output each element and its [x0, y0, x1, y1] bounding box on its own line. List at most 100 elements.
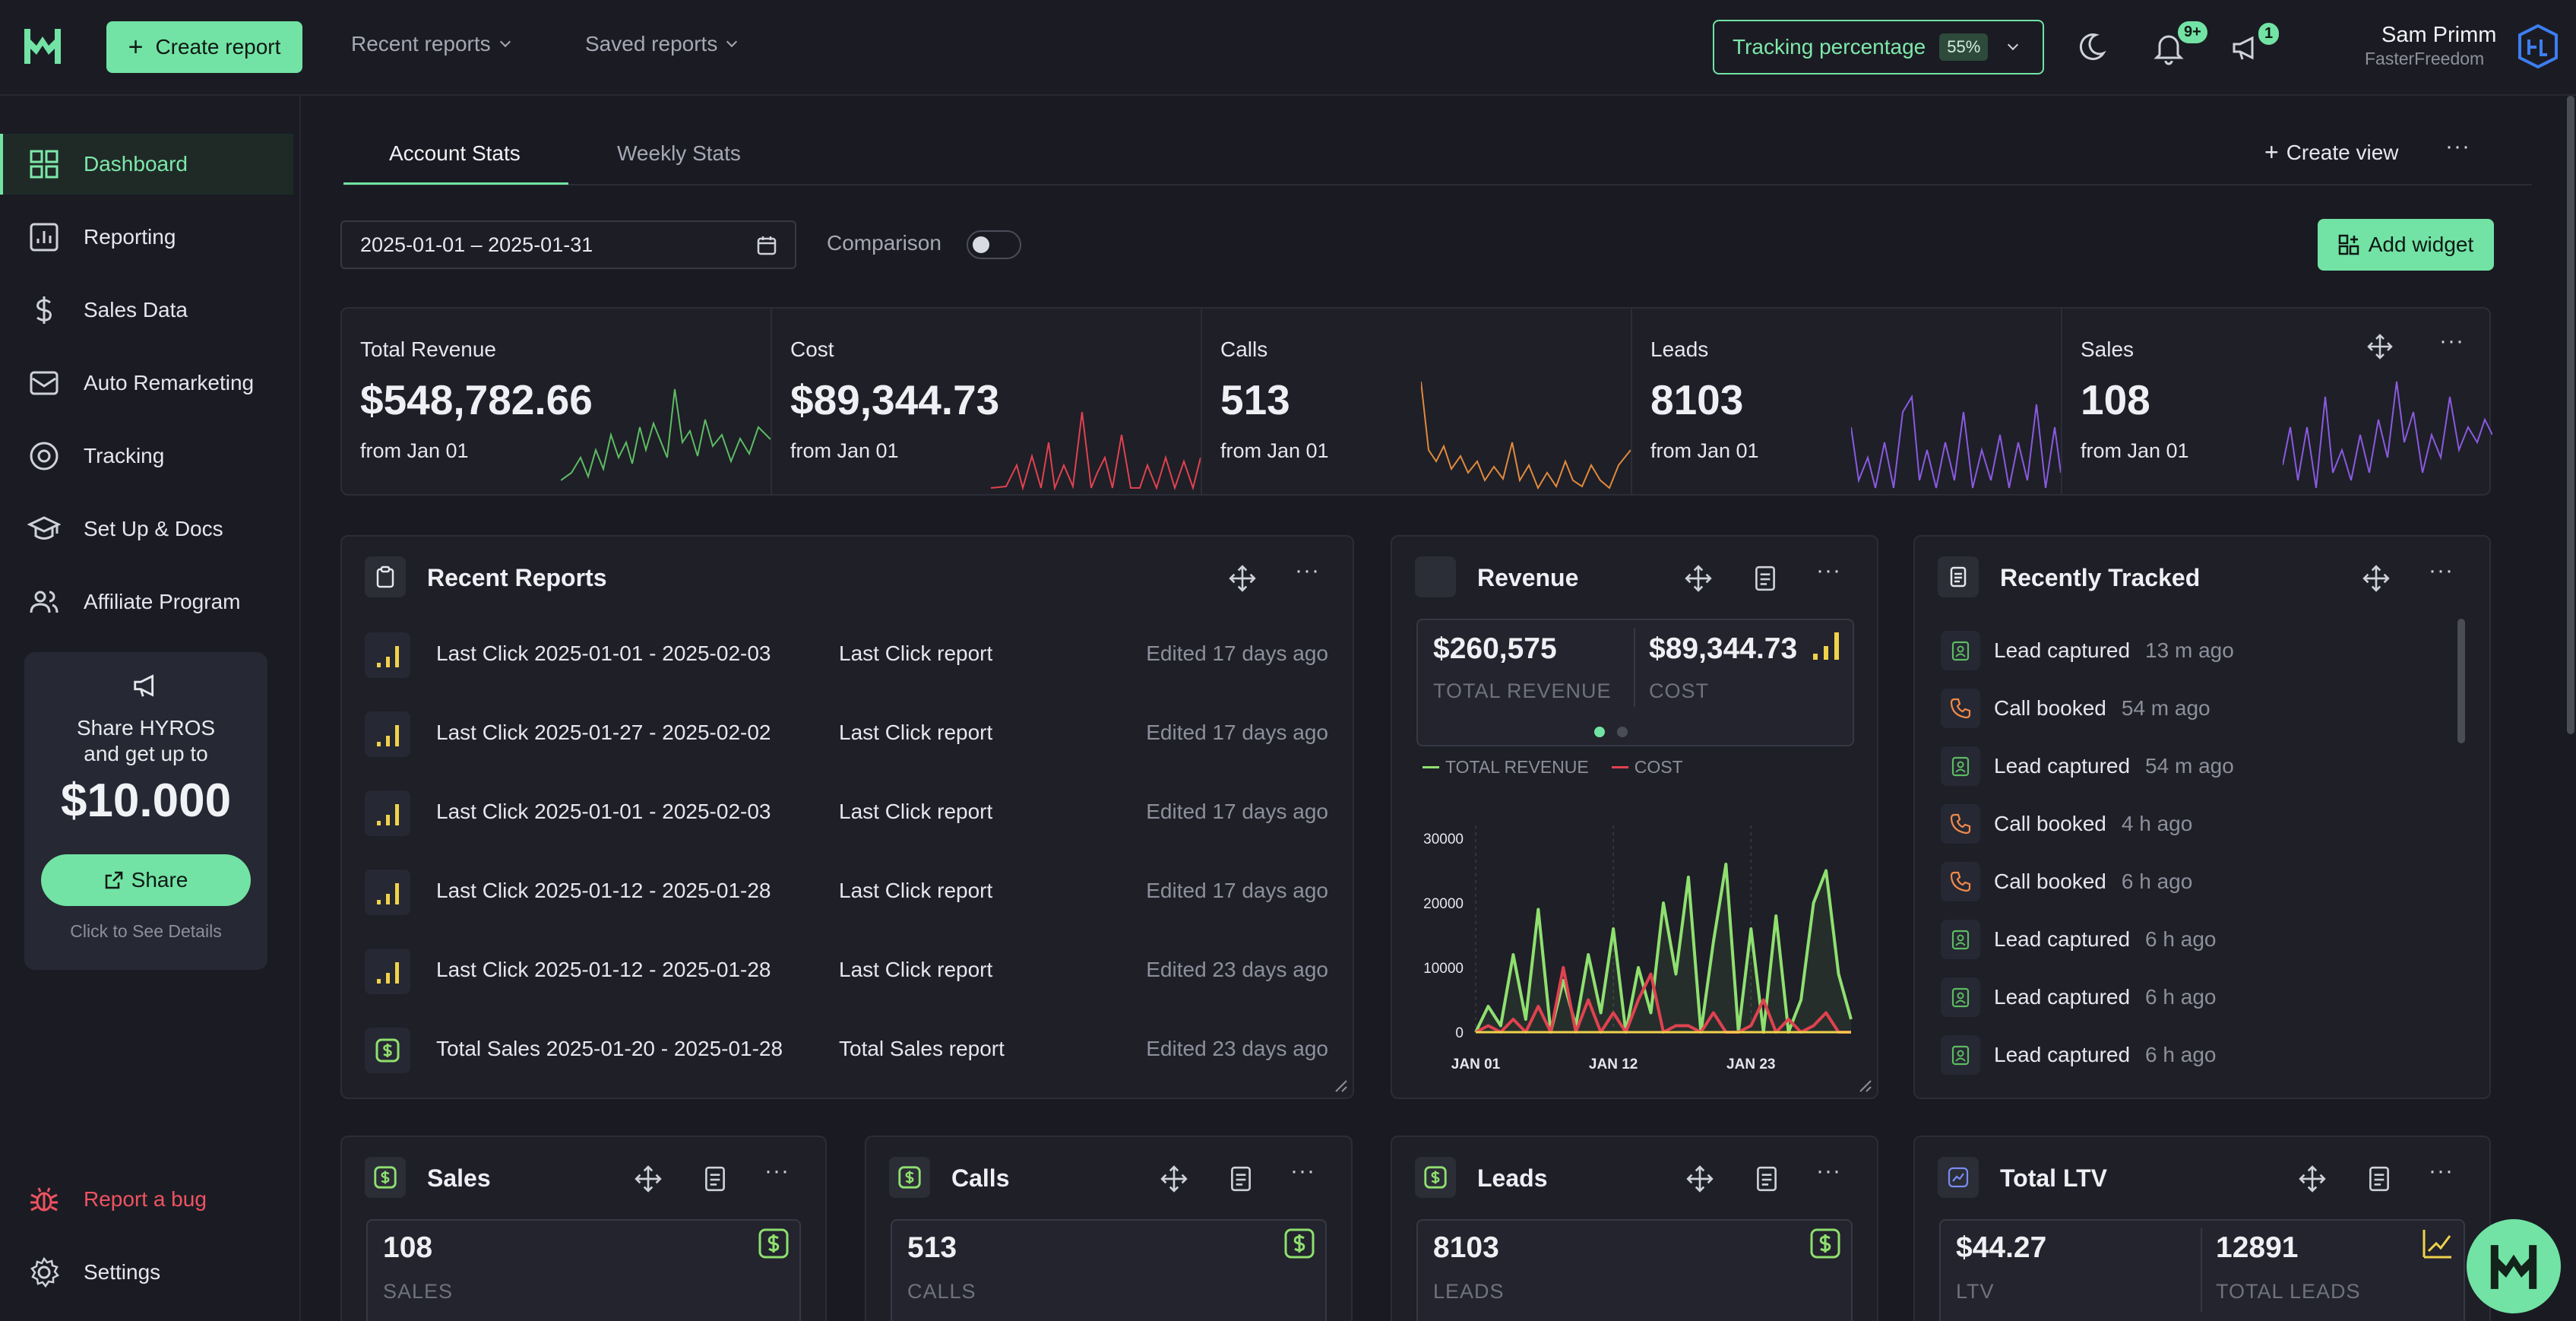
more-options-icon[interactable]: ··· — [2445, 134, 2470, 159]
create-report-button[interactable]: + Create report — [106, 21, 302, 73]
chevron-down-icon — [726, 36, 738, 48]
report-row[interactable]: Last Click 2025-01-01 - 2025-02-03 Last C… — [365, 777, 1345, 845]
more-options-icon[interactable]: ··· — [1816, 1158, 1841, 1183]
more-options-icon[interactable]: ··· — [2429, 558, 2454, 583]
widget-metric-box[interactable]: 513 CALLS — [891, 1219, 1327, 1321]
report-name: Last Click 2025-01-01 - 2025-02-03 — [436, 800, 771, 823]
add-widget-button[interactable]: Add widget — [2318, 219, 2494, 271]
sidebar-item-setup-docs[interactable]: Set Up & Docs — [0, 499, 293, 559]
share-button[interactable]: Share — [41, 854, 251, 906]
move-icon[interactable] — [634, 1164, 663, 1193]
hyros-assistant-button[interactable] — [2467, 1219, 2561, 1313]
legend-label: COST — [1634, 757, 1683, 777]
more-options-icon[interactable]: ··· — [2439, 328, 2464, 353]
page-scrollbar[interactable] — [2567, 96, 2574, 734]
tab-account-stats[interactable]: Account Stats — [389, 141, 521, 165]
tracked-event-row[interactable]: Call booked 6 h ago — [1941, 853, 2192, 911]
cost-value: $89,344.73 — [1649, 632, 1798, 665]
stat-from: from Jan 01 — [2081, 439, 2189, 462]
report-document-icon[interactable] — [1752, 1164, 1781, 1193]
tracked-event-row[interactable]: Call booked 4 h ago — [1941, 795, 2192, 853]
user-name[interactable]: Sam Primm — [2381, 23, 2497, 47]
report-document-icon[interactable] — [1226, 1164, 1255, 1193]
widget-title: Leads — [1477, 1164, 1548, 1192]
tracking-percentage-dropdown[interactable]: Tracking percentage 55% — [1713, 20, 2044, 74]
add-widget-label: Add widget — [2368, 233, 2474, 256]
saved-reports-dropdown[interactable]: Saved reports — [585, 32, 738, 56]
report-document-icon[interactable] — [2365, 1164, 2394, 1193]
tracked-event-row[interactable]: Lead captured 6 h ago — [1941, 1026, 2216, 1084]
promo-line-2: and get up to — [84, 742, 208, 765]
resize-handle-icon[interactable] — [1854, 1075, 1872, 1093]
report-row[interactable]: Last Click 2025-01-12 - 2025-01-28 Last C… — [365, 935, 1345, 1003]
share-promo-card[interactable]: Share HYROS and get up to $10.000 Share … — [24, 652, 267, 970]
sidebar-item-label: Affiliate Program — [84, 590, 241, 613]
event-label: Lead captured — [1994, 985, 2131, 1009]
more-options-icon[interactable]: ··· — [1290, 1158, 1315, 1183]
report-row[interactable]: Last Click 2025-01-27 - 2025-02-02 Last C… — [365, 698, 1345, 766]
stat-card-total-revenue[interactable]: Total Revenue $548,782.66 from Jan 01 — [342, 309, 772, 494]
report-row[interactable]: Last Click 2025-01-01 - 2025-02-03 Last C… — [365, 619, 1345, 687]
move-icon[interactable] — [2366, 333, 2394, 360]
tracked-event-row[interactable]: Lead captured 6 h ago — [1941, 911, 2216, 968]
megaphone-icon[interactable] — [2228, 29, 2264, 65]
report-row[interactable]: Last Click 2025-01-12 - 2025-01-28 Last C… — [365, 856, 1345, 924]
list-scrollbar[interactable] — [2457, 619, 2465, 743]
tab-weekly-stats[interactable]: Weekly Stats — [617, 141, 741, 165]
more-options-icon[interactable]: ··· — [764, 1158, 790, 1183]
revenue-line-chart[interactable]: 0 10000 20000 30000 JAN 01 JAN 12 JAN 23 — [1407, 810, 1863, 1076]
hyros-logo-icon[interactable] — [20, 23, 65, 70]
stat-card-leads[interactable]: Leads 8103 from Jan 01 — [1632, 309, 2062, 494]
resize-handle-icon[interactable] — [1330, 1075, 1348, 1093]
date-range-input[interactable]: 2025-01-01 – 2025-01-31 — [340, 220, 796, 269]
tracking-value-badge: 55% — [1939, 33, 1989, 61]
report-bug-link[interactable]: Report a bug — [0, 1169, 293, 1230]
carousel-dot-active[interactable] — [1594, 727, 1605, 737]
moon-icon[interactable] — [2073, 29, 2109, 65]
sidebar-item-tracking[interactable]: Tracking — [0, 426, 293, 486]
widget-metric-box[interactable]: 8103 LEADS — [1416, 1219, 1853, 1321]
tracked-event-row[interactable]: Lead captured 54 m ago — [1941, 737, 2234, 795]
move-icon[interactable] — [1685, 1164, 1714, 1193]
settings-link[interactable]: Settings — [0, 1242, 293, 1303]
widget-metric-box[interactable]: 108 SALES — [366, 1219, 801, 1321]
widget-metric-box[interactable]: $44.27 LTV 12891 TOTAL LEADS — [1939, 1219, 2465, 1321]
report-row[interactable]: Total Sales 2025-01-20 - 2025-01-28 Total… — [365, 1014, 1345, 1082]
comparison-toggle[interactable] — [967, 230, 1021, 259]
more-options-icon[interactable]: ··· — [2429, 1158, 2454, 1183]
event-time: 6 h ago — [2121, 870, 2193, 893]
carousel-dot[interactable] — [1617, 727, 1628, 737]
stat-value: 513 — [1220, 376, 1290, 423]
cost-label: COST — [1649, 680, 1710, 702]
event-time: 4 h ago — [2121, 812, 2193, 835]
sidebar-item-auto-remarketing[interactable]: Auto Remarketing — [0, 353, 293, 413]
stat-card-calls[interactable]: Calls 513 from Jan 01 — [1202, 309, 1632, 494]
sidebar-item-affiliate-program[interactable]: Affiliate Program — [0, 572, 293, 632]
recent-reports-panel: Recent Reports ··· Last Click 2025-01-01… — [340, 535, 1354, 1099]
move-icon[interactable] — [1228, 564, 1257, 593]
report-document-icon[interactable] — [701, 1164, 729, 1193]
report-document-icon[interactable] — [1751, 564, 1780, 593]
user-avatar-icon[interactable] — [2515, 23, 2561, 70]
event-icon — [1941, 1035, 1980, 1075]
move-icon[interactable] — [2362, 564, 2391, 593]
sidebar-item-dashboard[interactable]: Dashboard — [0, 134, 293, 195]
bell-icon[interactable] — [2150, 29, 2187, 65]
tracked-event-row[interactable]: Call booked 54 m ago — [1941, 680, 2210, 737]
recent-reports-dropdown[interactable]: Recent reports — [351, 32, 511, 56]
move-icon[interactable] — [2298, 1164, 2327, 1193]
tracked-event-row[interactable]: Lead captured 6 h ago — [1941, 968, 2216, 1026]
stat-card-cost[interactable]: Cost $89,344.73 from Jan 01 — [772, 309, 1202, 494]
tracked-event-row[interactable]: Lead captured 13 m ago — [1941, 622, 2234, 680]
stat-card-sales[interactable]: Sales 108 from Jan 01 ··· — [2062, 309, 2492, 494]
bar-chart-icon — [30, 223, 59, 252]
sidebar-item-reporting[interactable]: Reporting — [0, 207, 293, 268]
move-icon[interactable] — [1684, 564, 1713, 593]
create-view-button[interactable]: + Create view — [2264, 138, 2399, 166]
sidebar-item-sales-data[interactable]: Sales Data — [0, 280, 293, 341]
move-icon[interactable] — [1160, 1164, 1188, 1193]
more-options-icon[interactable]: ··· — [1295, 558, 1320, 583]
revenue-metrics-carousel[interactable]: $260,575 TOTAL REVENUE $89,344.73 COST — [1416, 619, 1854, 746]
more-options-icon[interactable]: ··· — [1816, 558, 1841, 583]
widget-title: Calls — [951, 1164, 1010, 1192]
